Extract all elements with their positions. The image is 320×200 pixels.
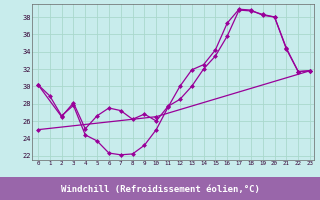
Text: Windchill (Refroidissement éolien,°C): Windchill (Refroidissement éolien,°C): [60, 185, 260, 194]
